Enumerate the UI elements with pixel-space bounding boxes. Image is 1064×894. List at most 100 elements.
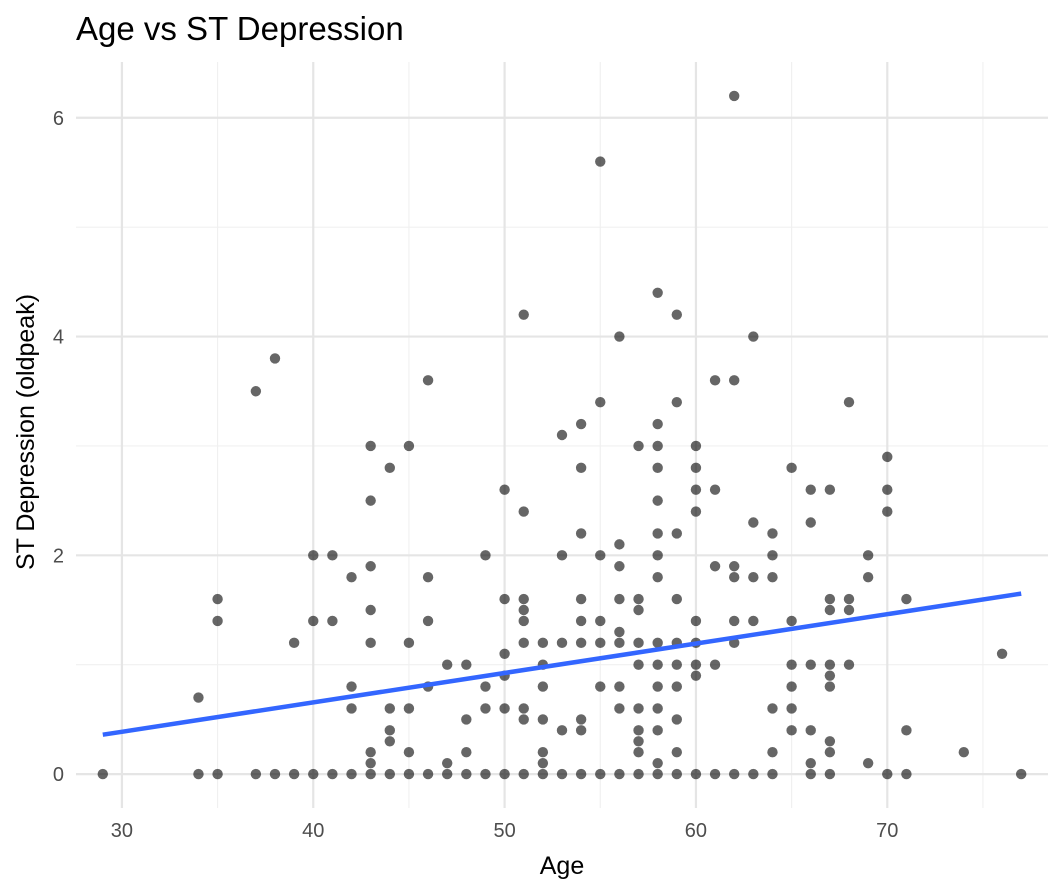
data-point [499,768,510,780]
data-point [824,670,836,681]
data-point [269,353,281,364]
data-point [882,451,893,463]
data-point [595,768,606,780]
data-point [595,396,606,408]
data-point [652,703,663,714]
data-point [212,593,223,605]
data-point [346,681,357,692]
data-point [461,714,472,725]
data-point [575,637,587,649]
data-point [633,747,644,758]
trend-line-layer [102,591,1022,737]
data-point [442,659,453,670]
data-point [786,681,797,692]
data-point [518,637,529,649]
data-point [365,495,376,506]
data-point [882,484,893,495]
data-point [671,714,682,725]
data-point [556,550,568,561]
data-point [346,768,357,780]
data-point [365,747,376,758]
data-point [652,462,663,474]
data-point [518,714,529,725]
data-point [575,768,587,780]
data-point [690,615,702,627]
y-tick-label: 6 [53,108,64,130]
data-point [996,648,1008,659]
data-point [384,736,395,747]
data-point [690,659,702,670]
data-point [422,615,434,627]
data-point [595,550,606,561]
data-point [671,396,682,408]
data-point [824,736,836,747]
data-point [1016,768,1027,780]
data-point [786,462,797,474]
data-point [786,615,797,627]
data-point [461,768,472,780]
data-point [365,604,376,616]
data-point [901,725,912,736]
data-point [652,768,663,780]
data-point [729,561,740,572]
data-point [308,615,319,627]
data-point [709,375,721,386]
y-axis-title: ST Depression (oldpeak) [12,294,40,570]
x-axis-title: Age [540,852,584,880]
data-point [575,714,587,725]
data-point [729,375,740,386]
data-point [346,572,357,583]
data-point [403,703,415,714]
trend-line [102,591,1022,737]
data-point [365,561,376,572]
data-point [805,768,816,780]
data-point [575,418,587,430]
data-point [480,768,491,780]
data-point [384,462,395,474]
data-point [729,615,740,627]
data-point [250,768,262,780]
data-point [633,659,644,670]
data-point [652,757,663,769]
data-point [671,659,682,670]
data-point [365,768,376,780]
data-point [748,517,759,528]
data-point [556,429,568,441]
data-point [901,768,912,780]
data-point [748,615,759,627]
data-point [805,484,816,495]
data-point [748,572,759,583]
data-point [824,593,836,605]
data-point [575,462,587,474]
data-point [518,506,529,517]
data-point [288,637,300,649]
data-point [499,593,510,605]
data-point [843,604,855,616]
data-point [518,309,529,320]
data-point [786,725,797,736]
data-point [595,637,606,649]
data-point [652,495,663,506]
data-point [556,725,568,736]
data-point [633,593,644,605]
data-point [575,615,587,627]
data-point [327,550,338,561]
data-point [442,768,453,780]
data-point [537,747,549,758]
data-point [614,561,625,572]
data-points [97,90,1027,780]
data-point [403,440,415,452]
data-point [729,572,740,583]
data-point [901,593,912,605]
data-point [614,637,625,649]
data-point [652,440,663,452]
data-point [212,768,223,780]
data-point [346,703,357,714]
data-point [652,418,663,430]
data-point [403,747,415,758]
data-point [671,528,682,539]
data-point [652,528,663,539]
x-tick-label: 50 [493,820,515,842]
x-tick-label: 70 [876,820,898,842]
